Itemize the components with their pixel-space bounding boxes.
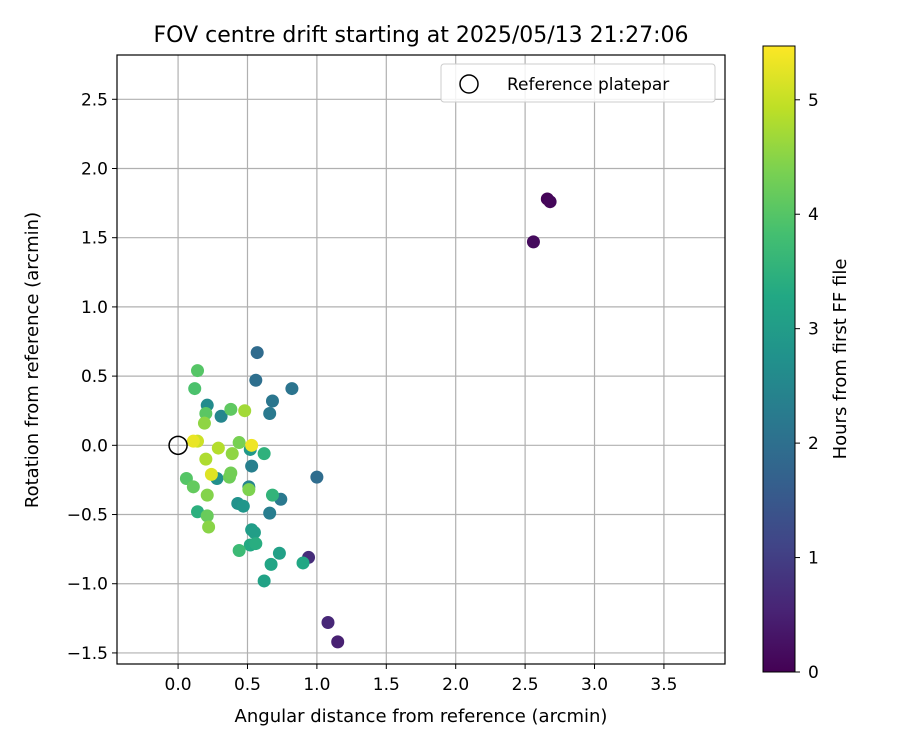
y-axis-label: Rotation from reference (arcmin): [22, 212, 43, 508]
data-point: [236, 499, 250, 513]
data-point: [331, 635, 345, 649]
data-point: [296, 556, 310, 570]
x-tick-label: 3.0: [581, 675, 608, 695]
y-tick-label: −1.5: [67, 644, 108, 664]
x-tick-label: 2.5: [512, 675, 539, 695]
data-point: [200, 509, 214, 523]
data-point: [265, 488, 279, 502]
data-point: [250, 346, 264, 360]
data-point: [224, 466, 238, 480]
data-point: [186, 480, 200, 494]
x-axis-ticks: 0.0 0.5 1.0 1.5 2.0 2.5 3.0 3.5: [165, 664, 677, 695]
data-point: [264, 557, 278, 571]
data-point: [249, 537, 263, 551]
y-tick-label: 0.0: [81, 436, 108, 456]
data-points: [179, 192, 557, 649]
data-point: [200, 488, 214, 502]
data-point: [263, 406, 277, 420]
legend-box: [440, 63, 716, 103]
data-point: [526, 235, 540, 249]
legend: Reference platepar: [440, 63, 716, 103]
legend-label: Reference platepar: [507, 75, 669, 95]
y-tick-label: 1.0: [81, 298, 108, 318]
x-axis-label: Angular distance from reference (arcmin): [235, 706, 608, 727]
data-point: [225, 447, 239, 461]
colorbar-tick-label: 0: [808, 663, 819, 683]
data-point: [232, 436, 246, 450]
data-point: [211, 441, 225, 455]
x-tick-label: 0.5: [234, 675, 261, 695]
data-point: [202, 520, 216, 534]
colorbar-label: Hours from first FF file: [830, 259, 851, 460]
x-tick-label: 0.0: [165, 675, 192, 695]
data-point: [257, 574, 271, 588]
colorbar-tick-label: 1: [808, 549, 819, 569]
data-point: [197, 416, 211, 430]
colorbar-ticks: 0 1 2 3 4 5: [795, 91, 819, 683]
x-tick-label: 1.0: [303, 675, 330, 695]
data-point: [214, 409, 228, 423]
data-point: [199, 452, 213, 466]
x-tick-label: 1.5: [373, 675, 400, 695]
data-point: [257, 447, 271, 461]
data-point: [242, 483, 256, 497]
data-point: [238, 404, 252, 418]
data-point: [249, 373, 263, 387]
y-tick-label: −1.0: [67, 575, 108, 595]
y-tick-label: −0.5: [67, 506, 108, 526]
data-point: [232, 544, 246, 558]
data-point: [272, 546, 286, 560]
y-axis-ticks: −1.5 −1.0 −0.5 0.0 0.5 1.0 1.5 2.0 2.5: [67, 90, 117, 664]
data-point: [321, 615, 335, 629]
data-point: [285, 382, 299, 396]
y-tick-label: 2.5: [81, 90, 108, 110]
chart-title: FOV centre drift starting at 2025/05/13 …: [154, 23, 689, 48]
colorbar: [762, 45, 796, 673]
data-point: [310, 470, 324, 484]
legend-open-circle-icon: [459, 74, 479, 94]
data-point: [247, 526, 261, 540]
y-tick-label: 0.5: [81, 367, 108, 387]
data-point: [199, 406, 213, 420]
colorbar-tick-label: 5: [808, 91, 819, 111]
x-tick-label: 3.5: [650, 675, 677, 695]
data-point: [186, 434, 200, 448]
y-tick-label: 1.5: [81, 229, 108, 249]
data-point: [224, 402, 238, 416]
colorbar-tick-label: 2: [808, 434, 819, 454]
colorbar-tick-label: 3: [808, 320, 819, 340]
data-point: [265, 394, 279, 408]
reference-platepar-marker: [168, 435, 188, 456]
data-point: [543, 195, 557, 209]
data-point: [191, 364, 205, 378]
y-tick-label: 2.0: [81, 159, 108, 179]
data-point: [188, 382, 202, 396]
data-point: [245, 459, 259, 473]
grid-lines: [117, 55, 725, 664]
colorbar-tick-label: 4: [808, 205, 819, 225]
x-tick-label: 2.0: [442, 675, 469, 695]
data-point: [263, 506, 277, 520]
plot-frame: [116, 54, 726, 665]
data-point: [191, 505, 205, 519]
data-point: [204, 467, 218, 481]
data-point: [245, 438, 259, 452]
